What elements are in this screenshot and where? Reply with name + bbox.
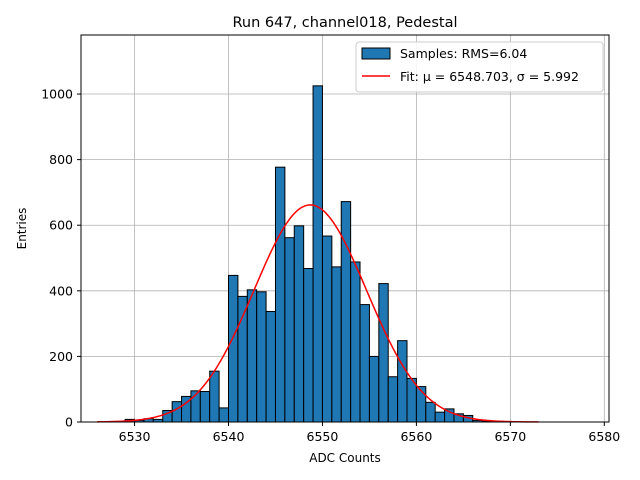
histogram-bar <box>378 283 389 423</box>
legend-entry-fit: Fit: μ = 6548.703, σ = 5.992 <box>400 69 579 84</box>
x-tick-label: 6570 <box>494 429 526 444</box>
histogram-bar <box>368 355 380 423</box>
histogram-bar <box>331 266 342 423</box>
x-tick-label: 6580 <box>588 429 620 444</box>
histogram-bar <box>209 370 220 423</box>
histogram-bar <box>387 376 399 423</box>
histogram-bar <box>293 225 305 423</box>
histogram-bar <box>406 377 417 423</box>
histogram-bar <box>350 261 361 423</box>
gaussian-fit-curve <box>96 204 539 423</box>
histogram-bar <box>256 291 267 423</box>
histogram-bar <box>303 268 314 423</box>
x-tick-label: 6550 <box>307 429 339 444</box>
histogram-bar <box>218 407 230 423</box>
y-tick-label: 400 <box>49 283 73 298</box>
histogram-bar <box>425 401 436 423</box>
x-tick-label: 6560 <box>400 429 432 444</box>
histogram-bars <box>124 85 493 423</box>
legend: Samples: RMS=6.04 Fit: μ = 6548.703, σ =… <box>355 41 604 93</box>
y-axis-label: Entries <box>15 208 29 250</box>
histogram-bar <box>274 166 286 423</box>
histogram-bar <box>265 310 276 423</box>
histogram-bar <box>397 340 408 423</box>
histogram-bar <box>284 237 295 423</box>
histogram-bar <box>228 274 239 423</box>
y-axis-ticks: 0 200 400 600 800 1000 <box>41 87 81 430</box>
histogram-bar <box>340 201 352 423</box>
x-tick-label: 6530 <box>119 429 151 444</box>
histogram-bar <box>246 289 258 423</box>
x-axis-label: ADC Counts <box>309 451 381 465</box>
histogram-bar <box>312 85 323 423</box>
chart-title: Run 647, channel018, Pedestal <box>232 15 457 31</box>
legend-entry-samples: Samples: RMS=6.04 <box>400 46 527 61</box>
plot-frame <box>80 34 610 423</box>
histogram-bar <box>359 304 370 423</box>
histogram-bar <box>199 390 211 423</box>
y-tick-label: 1000 <box>41 87 73 102</box>
histogram-bar <box>415 386 427 423</box>
legend-bar-swatch <box>361 47 391 60</box>
x-axis-ticks: 6530 6540 6550 6560 6570 6580 <box>119 422 620 444</box>
x-tick-label: 6540 <box>213 429 245 444</box>
y-tick-label: 600 <box>49 218 73 233</box>
y-tick-label: 200 <box>49 349 73 364</box>
legend-box <box>355 41 604 93</box>
histogram-bar <box>171 401 183 423</box>
histogram-bar <box>321 235 333 423</box>
y-tick-label: 0 <box>65 415 73 430</box>
y-tick-label: 800 <box>49 152 73 167</box>
histogram-bar <box>434 411 446 423</box>
